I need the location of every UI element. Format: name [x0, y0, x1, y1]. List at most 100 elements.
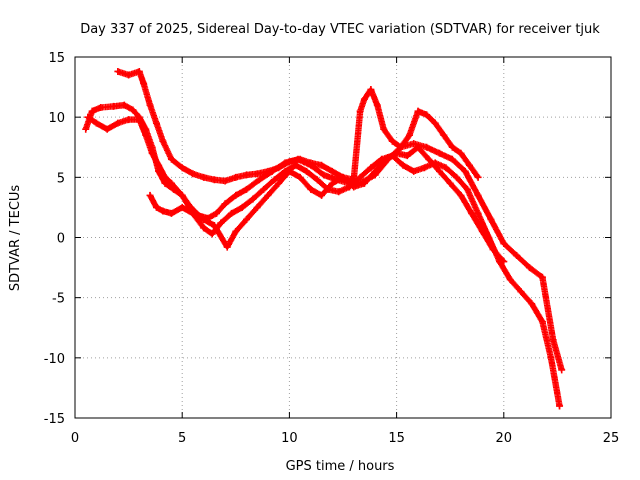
data-point [435, 149, 443, 157]
data-point [232, 191, 240, 199]
data-point [167, 209, 175, 217]
data-point [380, 125, 388, 133]
data-point [228, 209, 236, 217]
data-point [528, 300, 536, 308]
data-point [513, 252, 521, 260]
data-point [463, 185, 471, 193]
data-point [114, 67, 122, 75]
x-tick-label: 0 [71, 431, 79, 446]
y-tick-label: 0 [57, 232, 65, 247]
data-point [360, 95, 368, 103]
data-point [223, 243, 231, 251]
data-point [431, 119, 439, 127]
data-point [135, 116, 143, 124]
data-point [178, 203, 186, 211]
data-point [142, 131, 150, 139]
data-point [558, 366, 566, 374]
data-point [155, 161, 163, 169]
data-point [320, 171, 328, 179]
data-point [200, 215, 208, 223]
data-point [307, 159, 315, 167]
data-point [388, 137, 396, 145]
data-point [148, 149, 156, 157]
data-point [425, 155, 433, 163]
data-point [120, 101, 128, 109]
data-point [303, 167, 311, 175]
data-point [538, 318, 546, 326]
data-point [238, 203, 246, 211]
y-tick-label: 10 [48, 111, 65, 126]
x-tick-label: 15 [388, 431, 405, 446]
y-tick-label: 5 [57, 171, 65, 186]
data-point [221, 200, 229, 208]
data-point [189, 170, 197, 178]
x-tick-label: 10 [281, 431, 298, 446]
data-point [382, 155, 390, 163]
data-point [275, 179, 283, 187]
data-point [453, 173, 461, 181]
data-point [500, 258, 508, 266]
data-point [232, 227, 240, 235]
data-point [339, 173, 347, 181]
data-point [221, 177, 229, 185]
data-point [200, 224, 208, 232]
data-point [92, 119, 100, 127]
data-point [178, 164, 186, 172]
data-point [84, 113, 92, 121]
data-point [328, 167, 336, 175]
data-point [161, 179, 169, 187]
data-point [264, 167, 272, 175]
data-point [538, 273, 546, 281]
data-point [420, 164, 428, 172]
data-point [410, 140, 418, 148]
data-point [264, 191, 272, 199]
data-point [255, 176, 263, 184]
data-point [457, 191, 465, 199]
data-point [547, 354, 555, 362]
data-point [125, 116, 133, 124]
data-point [457, 149, 465, 157]
data-point [410, 167, 418, 175]
data-point [435, 167, 443, 175]
data-point [178, 191, 186, 199]
tick-layer: 0 5 10 15 20 25 -15 -10 -5 0 5 10 15 [44, 51, 620, 446]
data-point [167, 155, 175, 163]
data-point [350, 183, 358, 191]
data-layer [82, 67, 566, 410]
data-point [414, 143, 422, 151]
data-point [442, 164, 450, 172]
data-point [461, 167, 469, 175]
data-point [465, 161, 473, 169]
y-tick-label: 15 [48, 51, 65, 66]
data-point [405, 131, 413, 139]
y-axis-label: SDTVAR / TECUs [8, 185, 23, 292]
data-point [146, 191, 154, 199]
data-point [260, 185, 268, 193]
data-point [152, 119, 160, 127]
data-point [328, 179, 336, 187]
data-point [474, 173, 482, 181]
data-point [468, 209, 476, 217]
data-point [489, 246, 497, 254]
data-point [549, 336, 557, 344]
data-point [208, 230, 216, 238]
data-point [397, 143, 405, 151]
data-point [399, 161, 407, 169]
data-point [478, 227, 486, 235]
data-point [350, 176, 358, 184]
data-point [129, 106, 137, 114]
data-point [88, 107, 96, 115]
data-point [448, 143, 456, 151]
data-point [487, 215, 495, 223]
data-point [114, 119, 122, 127]
data-point [356, 107, 364, 115]
data-point [367, 85, 375, 93]
series-trace-b [84, 113, 564, 410]
series-markers [84, 114, 563, 410]
data-point [200, 173, 208, 181]
data-point [217, 219, 225, 227]
data-point [318, 161, 326, 169]
x-axis-label: GPS time / hours [286, 459, 395, 474]
data-point [285, 167, 293, 175]
